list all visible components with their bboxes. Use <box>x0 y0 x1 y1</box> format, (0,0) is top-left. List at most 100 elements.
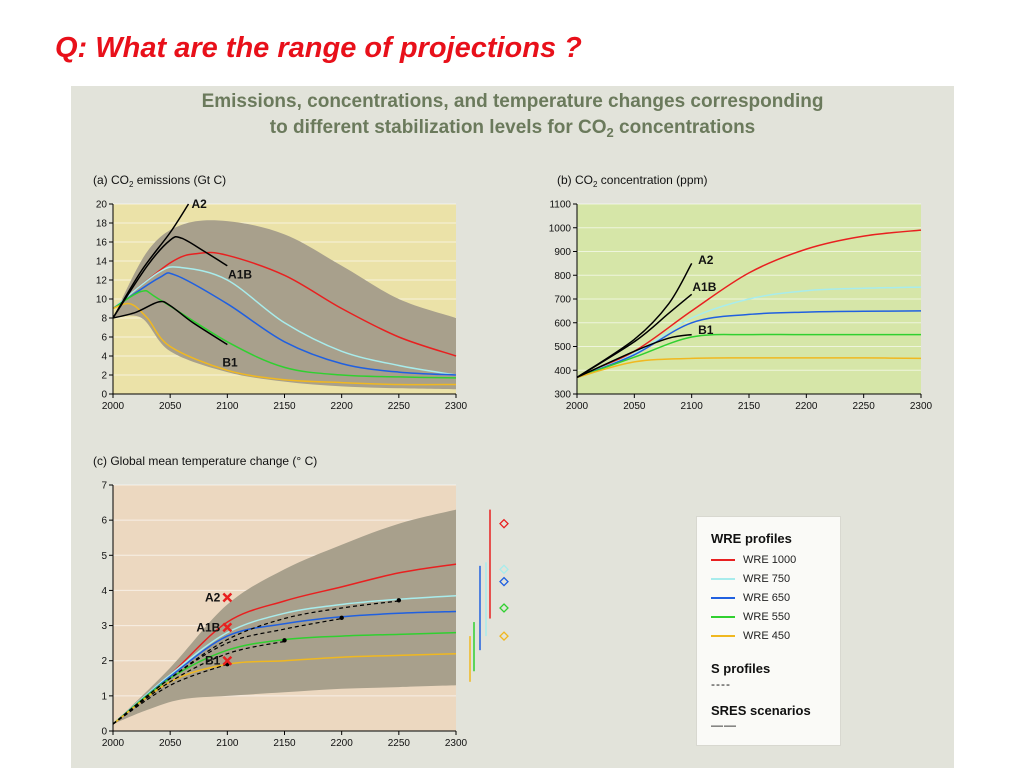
chart-c-temperature: (c) Global mean temperature change (° C)… <box>93 454 509 749</box>
x-tick-label: 2150 <box>273 401 296 412</box>
range-diamond-1 <box>499 564 509 575</box>
x-tick-label: 2050 <box>159 401 182 412</box>
x-tick-label: 2250 <box>388 738 411 749</box>
x-tick-label: 2300 <box>910 401 933 412</box>
chart-b-concentration: (b) CO2 concentration (ppm) 300 400 500 600 7… <box>549 173 933 412</box>
y-tick-label: 12 <box>96 276 108 287</box>
y-tick-label: 700 <box>554 295 571 306</box>
x-tick-label: 2100 <box>216 738 239 749</box>
series-line-b-4 <box>576 357 922 379</box>
y-tick-label: 5 <box>101 551 107 562</box>
series-label-A2: A2 <box>698 253 714 267</box>
x-tick-label: 2000 <box>102 738 125 749</box>
range-diamond-4 <box>499 631 509 642</box>
range-diamond-0 <box>499 518 509 529</box>
series-line-a-0 <box>112 251 457 357</box>
series-line-b-3 <box>576 333 921 379</box>
series-line-b-7 <box>576 333 692 379</box>
legend-item-wre550: WRE 550 <box>711 611 790 625</box>
y-tick-label: 1 <box>101 691 107 702</box>
y-tick-label: 500 <box>554 342 571 353</box>
x-tick-label: 2100 <box>216 401 239 412</box>
y-tick-label: 16 <box>96 238 108 249</box>
y-tick-label: 400 <box>554 366 571 377</box>
y-tick-label: 2 <box>101 656 107 667</box>
legend-sres-title: SRES scenarios <box>711 703 811 718</box>
sres-label-A2: A2 <box>205 590 221 604</box>
legend-swatch <box>711 635 735 638</box>
x-tick-label: 2300 <box>445 738 468 749</box>
y-tick-label: 4 <box>101 586 107 597</box>
range-diamond-3 <box>499 603 509 613</box>
y-tick-label: 3 <box>101 621 107 632</box>
series-line-a-5 <box>112 203 190 319</box>
sres-label-B1: B1 <box>205 654 221 668</box>
sres-cross-A2 <box>222 592 233 603</box>
series-line-a-2 <box>112 272 457 376</box>
y-tick-label: 7 <box>101 481 107 492</box>
series-label-B1: B1 <box>698 323 714 337</box>
series-line-c-2 <box>112 610 457 725</box>
x-tick-label: 2300 <box>445 401 468 412</box>
y-tick-label: 20 <box>96 200 108 211</box>
series-line-a-3 <box>112 289 457 379</box>
series-label-A1B: A1B <box>692 280 716 294</box>
y-tick-label: 14 <box>96 257 108 268</box>
legend-swatch <box>711 616 735 619</box>
uncertainty-band <box>113 220 456 390</box>
chart-title-b: (b) CO2 concentration (ppm) <box>557 173 708 189</box>
y-tick-label: 6 <box>101 516 107 527</box>
series-label-B1: B1 <box>222 356 238 370</box>
series-line-b-1 <box>576 286 922 379</box>
figure-title-line1: Emissions, concentrations, and temperatu… <box>201 91 824 112</box>
legend-wre-title: WRE profiles <box>711 531 792 546</box>
legend-swatch <box>711 559 735 562</box>
x-tick-label: 2150 <box>273 738 296 749</box>
legend-item-wre650: WRE 650 <box>711 592 790 606</box>
y-tick-label: 6 <box>101 333 107 344</box>
y-tick-label: 1100 <box>549 200 571 211</box>
figure-title-line2: to different stabilization levels for CO… <box>269 117 756 140</box>
y-tick-label: 8 <box>101 314 107 325</box>
y-tick-label: 2 <box>101 371 107 382</box>
x-tick-label: 2250 <box>388 401 411 412</box>
series-line-a-7 <box>112 300 228 346</box>
chart-a-emissions: (a) CO2 emissions (Gt C) 0 2 4 6 8 10 12 14 16 18 2… <box>93 173 468 412</box>
y-tick-label: 4 <box>101 352 107 363</box>
legend-sres-sample: —— <box>711 718 737 732</box>
slide-question: Q: What are the range of projections ? <box>55 32 582 64</box>
y-tick-label: 0 <box>101 727 107 738</box>
series-line-a-1 <box>112 266 457 376</box>
series-line-b-2 <box>576 310 922 379</box>
y-tick-label: 800 <box>554 271 571 282</box>
legend-box: WRE profiles WRE 1000 WRE 750 WRE 650 WR… <box>696 516 841 746</box>
x-tick-label: 2200 <box>331 738 354 749</box>
s-profile-line-2 <box>112 640 285 725</box>
y-tick-label: 18 <box>96 219 108 230</box>
legend-item-wre1000: WRE 1000 <box>711 554 796 568</box>
x-tick-label: 2250 <box>853 401 876 412</box>
series-line-a-6 <box>112 235 228 319</box>
legend-swatch <box>711 578 735 581</box>
s-profile-end-marker <box>339 615 344 621</box>
x-tick-label: 2000 <box>102 401 125 412</box>
series-label-A2: A2 <box>191 197 207 211</box>
sres-cross-B1 <box>222 655 233 666</box>
charts-svg: (a) CO2 emissions (Gt C)0246810121416182… <box>93 173 933 749</box>
x-tick-label: 2200 <box>795 401 818 412</box>
legend-item-wre450: WRE 450 <box>711 630 790 644</box>
range-diamond-2 <box>499 576 509 587</box>
y-tick-label: 300 <box>554 390 571 401</box>
x-tick-label: 2100 <box>681 401 704 412</box>
x-tick-label: 2050 <box>623 401 646 412</box>
figure-panel: Emissions, concentrations, and temperatu… <box>71 86 954 768</box>
y-tick-label: 1000 <box>549 223 572 234</box>
s-profile-end-marker <box>396 598 402 603</box>
s-profile-line-3 <box>112 663 228 725</box>
y-tick-label: 600 <box>554 318 571 329</box>
legend-s-sample: ---- <box>711 677 731 691</box>
x-tick-label: 2150 <box>738 401 761 412</box>
y-tick-label: 900 <box>554 247 571 258</box>
legend-s-title: S profiles <box>711 661 771 676</box>
series-line-a-4 <box>112 302 457 386</box>
